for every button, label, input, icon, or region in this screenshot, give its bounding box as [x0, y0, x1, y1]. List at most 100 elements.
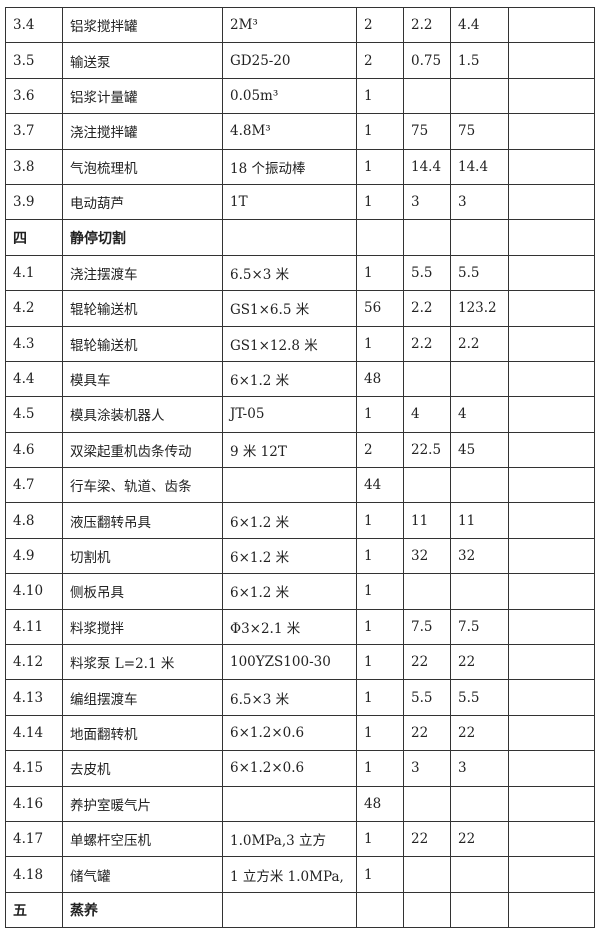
quantity-cell: 48	[356, 360, 404, 398]
equipment-name-cell: 养护室暖气片	[62, 785, 223, 822]
quantity-cell: 1	[356, 396, 404, 433]
remarks-cell	[508, 785, 595, 822]
unit-power-cell	[403, 467, 451, 504]
remarks-cell	[508, 183, 595, 221]
total-power-cell	[450, 856, 509, 893]
table-row: 4.6 双梁起重机齿条传动 9 米 12T 2 22.5 45	[5, 431, 595, 469]
table-row: 4.3 辊轮输送机 GS1×12.8 米 1 2.2 2.2	[5, 325, 595, 362]
remarks-cell	[508, 113, 595, 150]
table-row: 4.16 养护室暖气片 48	[5, 785, 595, 822]
equipment-name-cell: 蒸养	[62, 891, 223, 929]
unit-power-cell: 14.4	[403, 148, 451, 185]
remarks-cell	[508, 573, 595, 610]
specification-cell: 6×1.2 米	[222, 502, 357, 539]
total-power-cell: 14.4	[450, 148, 509, 185]
specification-cell: 18 个振动棒	[222, 148, 357, 185]
specification-cell: 6×1.2×0.6	[222, 750, 357, 787]
item-number-cell: 4.18	[5, 856, 63, 893]
equipment-name-cell: 气泡梳理机	[62, 148, 223, 185]
equipment-name-cell: 模具涂装机器人	[62, 396, 223, 433]
unit-power-cell: 22	[403, 820, 451, 858]
remarks-cell	[508, 714, 595, 752]
total-power-cell: 75	[450, 113, 509, 150]
section-row: 五蒸养	[5, 891, 595, 929]
remarks-cell	[508, 644, 595, 681]
equipment-name-cell: 行车梁、轨道、齿条	[62, 467, 223, 504]
item-number-cell: 4.5	[5, 396, 63, 433]
remarks-cell	[508, 42, 595, 79]
table-row: 4.4 模具车 6×1.2 米 48	[5, 360, 595, 398]
table-row: 3.4 铝浆搅拌罐 2M³ 2 2.2 4.4	[5, 6, 595, 44]
unit-power-cell	[403, 77, 451, 115]
table-row: 4.17 单螺杆空压机 1.0MPa,3 立方 1 22 22	[5, 820, 595, 858]
remarks-cell	[508, 467, 595, 504]
quantity-cell: 1	[356, 679, 404, 716]
table-row: 4.12 料浆泵 L=2.1 米 100YZS100-30 1 22 22	[5, 644, 595, 681]
equipment-table: 3.4 铝浆搅拌罐 2M³ 2 2.2 4.4 3.5 输送泵 GD25-20 2 0.75 1.5 3…	[5, 6, 595, 929]
quantity-cell: 1	[356, 820, 404, 858]
specification-cell: 6×1.2×0.6	[222, 714, 357, 752]
quantity-cell: 1	[356, 856, 404, 893]
specification-cell: GS1×6.5 米	[222, 290, 357, 327]
unit-power-cell	[403, 785, 451, 822]
quantity-cell: 1	[356, 77, 404, 115]
total-power-cell	[450, 360, 509, 398]
remarks-cell	[508, 290, 595, 327]
item-number-cell: 五	[5, 891, 63, 929]
equipment-name-cell: 液压翻转吊具	[62, 502, 223, 539]
unit-power-cell: 3	[403, 183, 451, 221]
table-row: 4.7 行车梁、轨道、齿条 44	[5, 467, 595, 504]
item-number-cell: 3.8	[5, 148, 63, 185]
item-number-cell: 3.5	[5, 42, 63, 79]
equipment-name-cell: 静停切割	[62, 219, 223, 256]
specification-cell: GS1×12.8 米	[222, 325, 357, 362]
table-row: 3.7 浇注搅拌罐 4.8M³ 1 75 75	[5, 113, 595, 150]
specification-cell: 6×1.2 米	[222, 573, 357, 610]
quantity-cell: 1	[356, 502, 404, 539]
specification-cell	[222, 891, 357, 929]
unit-power-cell	[403, 360, 451, 398]
table-row: 4.11 料浆搅拌 Φ3×2.1 米 1 7.5 7.5	[5, 608, 595, 646]
item-number-cell: 4.17	[5, 820, 63, 858]
item-number-cell: 3.9	[5, 183, 63, 221]
quantity-cell: 1	[356, 714, 404, 752]
quantity-cell: 44	[356, 467, 404, 504]
quantity-cell: 2	[356, 6, 404, 44]
remarks-cell	[508, 750, 595, 787]
quantity-cell: 1	[356, 254, 404, 292]
remarks-cell	[508, 148, 595, 185]
table-row: 3.5 输送泵 GD25-20 2 0.75 1.5	[5, 42, 595, 79]
total-power-cell: 22	[450, 714, 509, 752]
total-power-cell: 3	[450, 750, 509, 787]
total-power-cell: 22	[450, 644, 509, 681]
specification-cell: GD25-20	[222, 42, 357, 79]
remarks-cell	[508, 679, 595, 716]
total-power-cell	[450, 785, 509, 822]
equipment-name-cell: 双梁起重机齿条传动	[62, 431, 223, 469]
table-row: 4.1 浇注摆渡车 6.5×3 米 1 5.5 5.5	[5, 254, 595, 292]
remarks-cell	[508, 254, 595, 292]
total-power-cell: 11	[450, 502, 509, 539]
quantity-cell: 1	[356, 644, 404, 681]
total-power-cell	[450, 467, 509, 504]
remarks-cell	[508, 325, 595, 362]
table-row: 4.18 储气罐 1 立方米 1.0MPa, 1	[5, 856, 595, 893]
equipment-name-cell: 模具车	[62, 360, 223, 398]
total-power-cell: 7.5	[450, 608, 509, 646]
table-row: 3.9 电动葫芦 1T 1 3 3	[5, 183, 595, 221]
total-power-cell: 4.4	[450, 6, 509, 44]
specification-cell: 1 立方米 1.0MPa,	[222, 856, 357, 893]
quantity-cell: 1	[356, 750, 404, 787]
specification-cell	[222, 785, 357, 822]
equipment-name-cell: 料浆泵 L=2.1 米	[62, 644, 223, 681]
remarks-cell	[508, 396, 595, 433]
quantity-cell: 1	[356, 537, 404, 575]
remarks-cell	[508, 820, 595, 858]
quantity-cell: 1	[356, 608, 404, 646]
equipment-name-cell: 浇注摆渡车	[62, 254, 223, 292]
unit-power-cell	[403, 573, 451, 610]
equipment-name-cell: 电动葫芦	[62, 183, 223, 221]
total-power-cell	[450, 77, 509, 115]
equipment-name-cell: 储气罐	[62, 856, 223, 893]
